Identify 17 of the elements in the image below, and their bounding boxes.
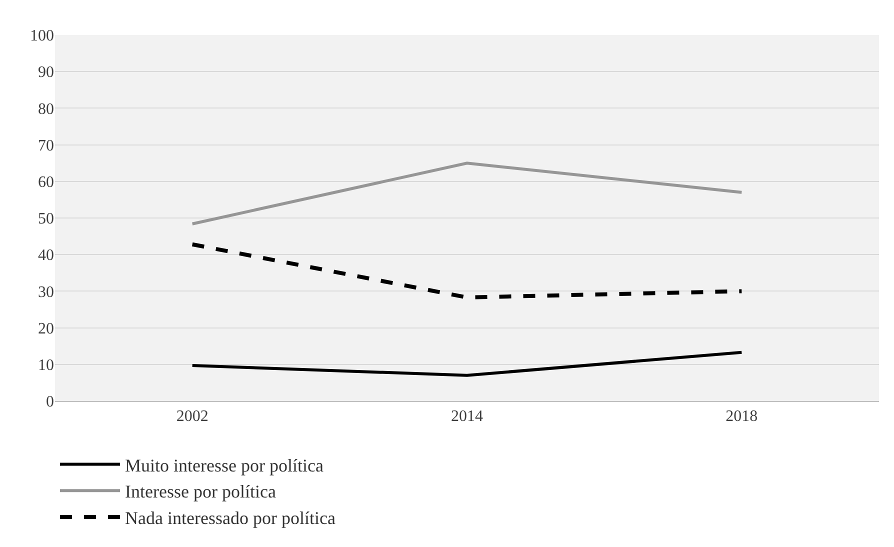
legend-label: Interesse por política [125,482,276,502]
y-tick-label: 40 [38,247,54,264]
y-tick-label: 100 [30,28,54,45]
x-tick-label: 2002 [176,408,208,426]
x-tick-label: 2018 [726,408,758,426]
y-tick-label: 90 [38,64,54,82]
y-tick-label: 80 [38,100,54,118]
legend-label: Nada interessado por política [125,508,336,528]
y-tick-label: 10 [38,357,54,374]
y-tick-label: 60 [38,174,54,191]
y-tick-label: 0 [46,394,54,411]
y-tick-label: 50 [38,210,54,228]
x-tick-label: 2014 [451,408,483,426]
y-tick-label: 70 [38,137,54,154]
legend-label: Muito interesse por política [125,455,324,476]
y-tick-label: 30 [38,284,54,301]
y-tick-label: 20 [38,320,54,338]
